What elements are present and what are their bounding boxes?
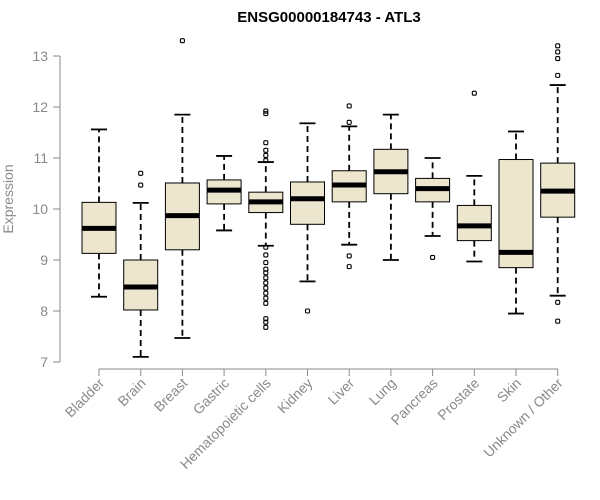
iqr-box bbox=[456, 204, 492, 242]
outlier-point bbox=[263, 244, 269, 250]
outlier-point bbox=[555, 43, 561, 49]
outlier-point bbox=[263, 252, 269, 258]
category-label: Brain bbox=[114, 375, 148, 409]
y-tick-label: 12 bbox=[32, 99, 48, 115]
box-breast bbox=[164, 38, 200, 339]
box-pancreas bbox=[415, 157, 451, 260]
outlier-point bbox=[263, 319, 269, 325]
outlier-point bbox=[555, 318, 561, 324]
outlier-point bbox=[263, 259, 269, 266]
outlier-point bbox=[263, 158, 269, 164]
outlier-point bbox=[346, 103, 352, 109]
y-axis-label: Expression bbox=[0, 164, 16, 233]
category-label: Prostate bbox=[434, 375, 482, 423]
y-tick-label: 11 bbox=[33, 150, 48, 166]
outlier-point bbox=[263, 324, 269, 330]
iqr-box bbox=[290, 181, 325, 225]
outlier-point bbox=[304, 308, 311, 314]
category-label: Skin bbox=[494, 375, 525, 406]
box-brain bbox=[123, 170, 159, 358]
y-tick-label: 8 bbox=[40, 303, 48, 319]
box-skin bbox=[498, 130, 534, 315]
outlier-point bbox=[555, 49, 561, 55]
outlier-point bbox=[263, 275, 269, 281]
box-liver bbox=[331, 103, 367, 270]
outlier-point bbox=[263, 140, 269, 146]
y-tick-label: 13 bbox=[32, 48, 48, 64]
outlier-point bbox=[263, 111, 269, 117]
chart-title: ENSG00000184743 - ATL3 bbox=[237, 9, 420, 26]
outlier-point bbox=[346, 264, 352, 270]
category-label: Unknown / Other bbox=[480, 375, 566, 461]
y-tick-label: 9 bbox=[40, 252, 48, 268]
iqr-box bbox=[498, 159, 534, 269]
box-gastric bbox=[206, 155, 242, 232]
outlier-point bbox=[471, 90, 477, 96]
outlier-point bbox=[263, 285, 269, 291]
outlier-point bbox=[555, 72, 561, 78]
outlier-point bbox=[430, 254, 436, 260]
outlier-point bbox=[263, 270, 269, 276]
outlier-point bbox=[555, 299, 561, 305]
y-tick-label: 7 bbox=[40, 354, 48, 370]
outlier-point bbox=[555, 55, 561, 62]
outlier-point bbox=[263, 300, 269, 306]
outlier-point bbox=[263, 147, 269, 153]
box-lung bbox=[373, 113, 409, 261]
box-kidney bbox=[290, 122, 325, 314]
outlier-point bbox=[179, 38, 185, 44]
outlier-point bbox=[346, 119, 352, 125]
category-label: Bladder bbox=[62, 375, 108, 421]
outlier-point bbox=[263, 295, 269, 301]
category-label: Liver bbox=[325, 375, 358, 408]
outlier-point bbox=[263, 290, 269, 296]
box-unknown-other bbox=[540, 43, 576, 324]
outlier-point bbox=[138, 170, 144, 176]
category-label: Breast bbox=[151, 375, 191, 415]
outlier-point bbox=[263, 280, 269, 286]
box-prostate bbox=[456, 90, 492, 263]
box-bladder bbox=[81, 128, 117, 298]
outlier-point bbox=[263, 108, 269, 114]
box-hematopoietic-cells bbox=[248, 108, 284, 330]
outlier-point bbox=[138, 182, 144, 188]
category-label: Kidney bbox=[274, 375, 316, 417]
y-axis-ticks: 7 8 9 10 11 12 13 bbox=[32, 48, 60, 370]
category-label: Lung bbox=[366, 375, 399, 408]
y-tick-label: 10 bbox=[32, 201, 48, 217]
outlier-point bbox=[346, 253, 352, 259]
box-series bbox=[81, 38, 576, 358]
outlier-point bbox=[263, 152, 269, 158]
